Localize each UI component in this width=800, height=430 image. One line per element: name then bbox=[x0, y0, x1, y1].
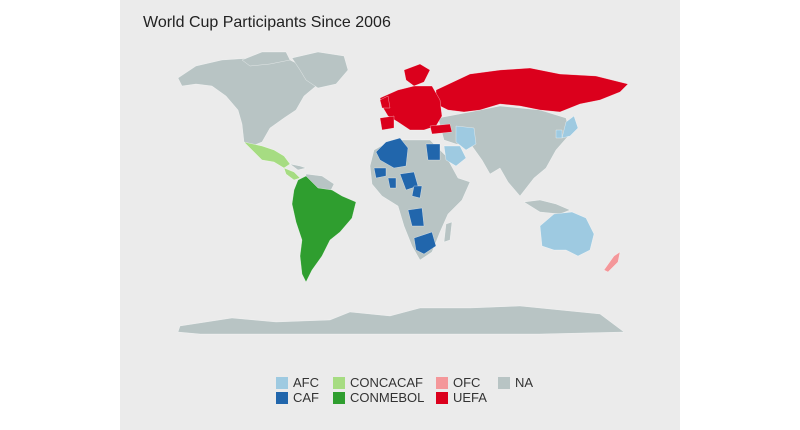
southeast-asia-islands bbox=[523, 199, 571, 215]
map-title: World Cup Participants Since 2006 bbox=[143, 14, 391, 31]
legend-label-conmebol: CONMEBOL bbox=[350, 390, 425, 405]
algeria-land bbox=[375, 137, 409, 169]
legend-swatch-caf bbox=[276, 392, 288, 404]
legend-swatch-uefa bbox=[436, 392, 448, 404]
land-na bbox=[177, 51, 625, 335]
greenland-land bbox=[291, 51, 349, 89]
antarctica-land bbox=[177, 305, 625, 335]
legend-label-caf: CAF bbox=[293, 390, 319, 405]
new-zealand-land bbox=[603, 251, 621, 273]
legend-swatch-na bbox=[498, 377, 510, 389]
west-africa-land bbox=[373, 167, 387, 179]
japan-land bbox=[561, 115, 579, 139]
ghana-land bbox=[387, 177, 397, 189]
russia-land bbox=[435, 67, 629, 113]
region-uefa bbox=[379, 63, 629, 135]
australia-land bbox=[539, 211, 595, 257]
canada-islands bbox=[241, 51, 291, 67]
iran-land bbox=[455, 125, 477, 151]
legend-label-ofc: OFC bbox=[453, 375, 481, 390]
madagascar-land bbox=[443, 221, 453, 243]
legend-label-afc: AFC bbox=[293, 375, 319, 390]
legend-swatch-ofc bbox=[436, 377, 448, 389]
saudi-arabia-land bbox=[443, 145, 467, 167]
central-america-land bbox=[283, 167, 301, 181]
mexico-land bbox=[243, 141, 291, 169]
region-afc bbox=[443, 115, 595, 257]
egypt-land bbox=[425, 143, 441, 161]
legend-swatch-conmebol bbox=[333, 392, 345, 404]
region-caf bbox=[373, 137, 441, 255]
south-africa-land bbox=[413, 231, 437, 255]
legend-swatch-concacaf bbox=[333, 377, 345, 389]
region-ofc bbox=[603, 251, 621, 273]
angola-land bbox=[407, 207, 425, 227]
south-america-land bbox=[291, 175, 357, 283]
legend-label-uefa: UEFA bbox=[453, 390, 487, 405]
caribbean-land bbox=[289, 163, 307, 171]
legend-label-na: NA bbox=[515, 375, 534, 390]
africa-land bbox=[369, 139, 471, 261]
uk-land bbox=[379, 95, 391, 109]
region-conmebol bbox=[291, 175, 357, 283]
region-concacaf bbox=[243, 141, 301, 181]
cameroon-land bbox=[411, 185, 423, 199]
korea-land bbox=[555, 129, 563, 139]
legend-swatch-afc bbox=[276, 377, 288, 389]
scandinavia-land bbox=[403, 63, 431, 87]
turkey-land bbox=[429, 123, 453, 135]
legend-label-concacaf: CONCACAF bbox=[350, 375, 423, 390]
legend: AFC CAF CONCACAF CONMEBOL OFC UEFA NA bbox=[276, 376, 556, 406]
iberia-land bbox=[379, 115, 395, 131]
